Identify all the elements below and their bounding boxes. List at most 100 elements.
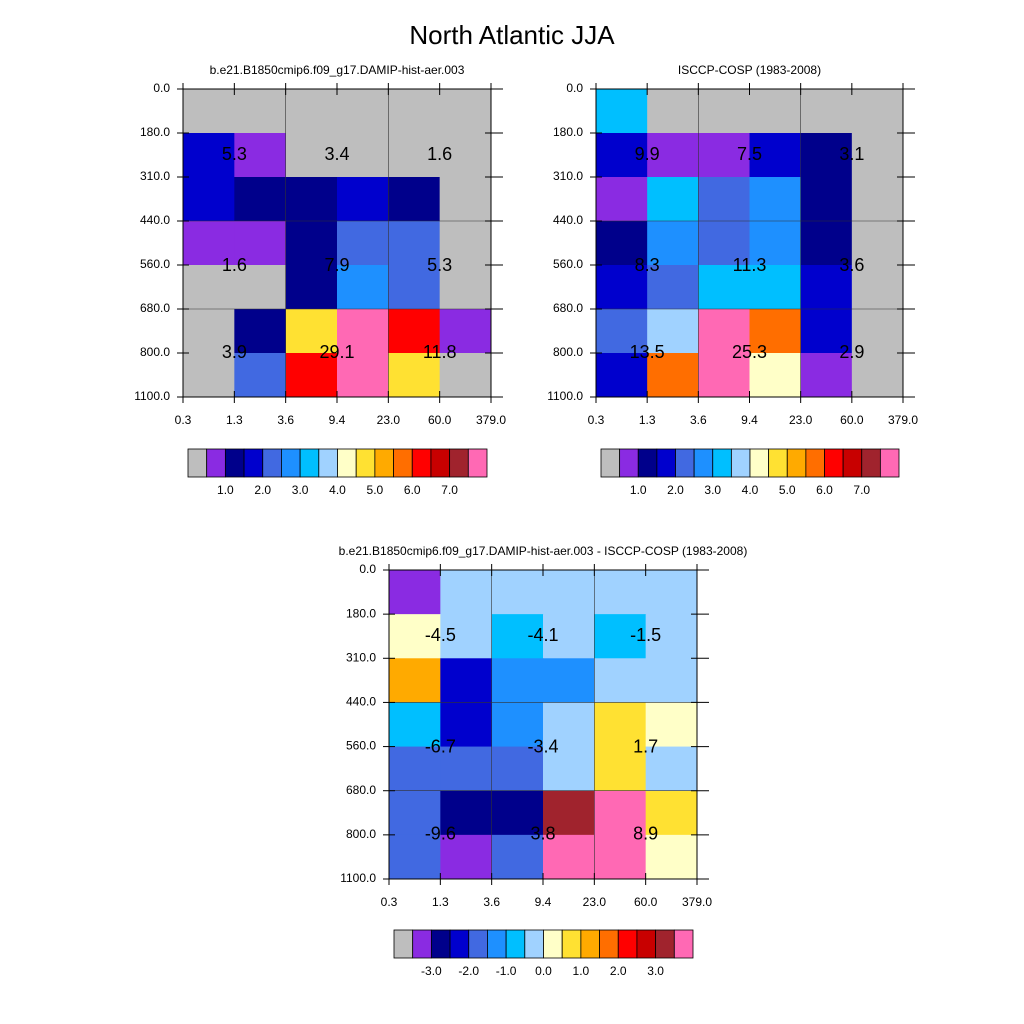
- x-tick-label: 3.6: [690, 413, 707, 427]
- cell: [491, 614, 544, 659]
- cell: [594, 614, 647, 659]
- cell: [645, 746, 698, 792]
- colorbar-label: 6.0: [816, 483, 833, 497]
- y-tick-label: 680.0: [140, 301, 170, 315]
- colorbar-box: [299, 448, 320, 478]
- colorbar-box: [730, 448, 751, 478]
- cell: [596, 133, 648, 178]
- colorbar-box: [600, 448, 621, 478]
- cell: [543, 658, 595, 703]
- colorbar-box: [673, 929, 694, 959]
- annotation: -9.6: [425, 824, 456, 844]
- annotation: -4.5: [425, 625, 456, 645]
- cell: [749, 221, 802, 266]
- cell: [594, 658, 647, 703]
- cell: [234, 133, 287, 178]
- x-tick-label: 0.3: [381, 895, 398, 909]
- y-tick-label: 0.0: [566, 81, 583, 95]
- colorbar-label: 7.0: [853, 483, 870, 497]
- cell: [285, 177, 338, 222]
- cell: [389, 658, 441, 703]
- cell: [749, 309, 802, 354]
- cell: [543, 746, 595, 792]
- y-tick-label: 0.0: [153, 81, 170, 95]
- colorbar-label: 5.0: [367, 483, 384, 497]
- annotation: 29.1: [319, 342, 354, 362]
- colorbar-box: [786, 448, 807, 478]
- y-tick-label: 310.0: [346, 650, 376, 664]
- cell: [234, 309, 287, 354]
- colorbar-box: [675, 448, 695, 478]
- cell: [698, 353, 750, 398]
- x-tick-label: 1.3: [432, 895, 449, 909]
- x-tick-label: 9.4: [535, 895, 552, 909]
- annotation: 9.9: [635, 144, 660, 164]
- colorbar-box: [749, 448, 770, 478]
- annotation: -3.4: [527, 736, 558, 756]
- colorbar-label: -2.0: [458, 964, 479, 978]
- x-tick-label: 60.0: [840, 413, 864, 427]
- y-tick-label: 560.0: [140, 257, 170, 271]
- colorbar-label: 6.0: [404, 483, 421, 497]
- colorbar-label: 3.0: [292, 483, 309, 497]
- x-tick-label: 379.0: [888, 413, 918, 427]
- cell: [851, 89, 904, 134]
- colorbar-box: [580, 929, 600, 959]
- annotation: 1.6: [222, 255, 247, 275]
- colorbar-box: [768, 448, 788, 478]
- cell: [851, 221, 904, 266]
- cell: [337, 133, 389, 178]
- cell: [543, 834, 595, 880]
- cell: [439, 353, 492, 398]
- y-tick-label: 440.0: [346, 695, 376, 709]
- cell: [596, 177, 648, 222]
- colorbar-box: [543, 929, 563, 959]
- cell: [645, 570, 698, 615]
- y-tick-label: 800.0: [553, 345, 583, 359]
- cell: [234, 89, 287, 134]
- y-tick-label: 0.0: [359, 562, 376, 576]
- cell: [698, 265, 750, 310]
- cell: [800, 265, 853, 310]
- cell: [439, 309, 492, 354]
- cell: [491, 746, 544, 792]
- annotation: -1.5: [630, 625, 661, 645]
- cell: [645, 614, 698, 659]
- cell: [800, 221, 853, 266]
- annotation: 2.9: [839, 342, 864, 362]
- cell: [596, 221, 648, 266]
- cell: [234, 221, 287, 266]
- cell: [596, 89, 648, 134]
- cell: [647, 265, 699, 310]
- cell: [594, 702, 647, 748]
- cell: [596, 353, 648, 398]
- cell: [594, 834, 647, 880]
- cell: [389, 790, 441, 836]
- panel-title: b.e21.B1850cmip6.f09_g17.DAMIP-hist-aer.…: [339, 544, 748, 558]
- y-tick-label: 310.0: [553, 169, 583, 183]
- annotation: 3.4: [324, 144, 349, 164]
- colorbar-label: 1.0: [573, 964, 590, 978]
- x-tick-label: 1.3: [639, 413, 656, 427]
- colorbar-box: [449, 929, 470, 959]
- cell: [440, 834, 493, 880]
- cell: [543, 702, 595, 748]
- colorbar-box: [411, 448, 432, 478]
- cell: [337, 221, 389, 266]
- cell: [439, 133, 492, 178]
- colorbar-box: [206, 448, 226, 478]
- cell: [285, 133, 338, 178]
- y-tick-label: 1100.0: [340, 871, 376, 885]
- cell: [337, 309, 389, 354]
- colorbar-label: 3.0: [647, 964, 664, 978]
- colorbar-box: [656, 448, 676, 478]
- cell: [851, 353, 904, 398]
- cell: [234, 265, 287, 310]
- colorbar-label: -1.0: [496, 964, 517, 978]
- cell: [543, 790, 595, 836]
- colorbar-label: 0.0: [535, 964, 552, 978]
- cell: [388, 309, 441, 354]
- colorbar-box: [637, 448, 658, 478]
- colorbar-box: [318, 448, 338, 478]
